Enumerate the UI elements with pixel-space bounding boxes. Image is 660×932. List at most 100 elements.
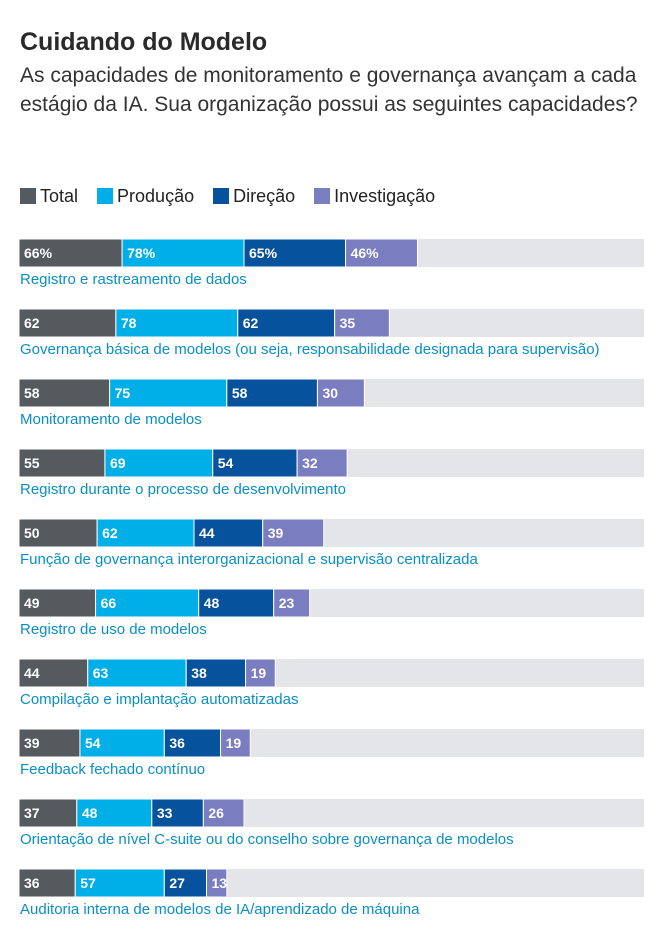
bar-row: 55 69 54 32 Registro durante o processo de d… xyxy=(18,448,644,498)
bar-segment-investigacao xyxy=(206,868,228,898)
bar-segment-total xyxy=(18,868,76,898)
bar-row: 49 66 48 23 Registro de uso de modelos xyxy=(18,588,644,638)
bar-value-label: 36 xyxy=(24,875,40,891)
bar-segment-direcao xyxy=(193,518,264,548)
bar-value-label: 44 xyxy=(24,665,40,681)
bar-row: 50 62 44 39 Função de governança interorgani… xyxy=(18,518,644,568)
legend-swatch-direcao xyxy=(213,188,230,204)
category-label: Compilação e implantação automatizadas xyxy=(20,691,299,708)
bar-segment-total xyxy=(18,518,98,548)
bar-segment-direcao xyxy=(163,728,222,758)
bar-value-label: 63 xyxy=(93,665,109,681)
bar-segment-direcao xyxy=(185,658,247,688)
bar-segment-producao xyxy=(76,798,153,828)
bar-value-label: 62 xyxy=(243,315,259,331)
bar-segment-producao xyxy=(95,588,200,618)
bar-segment-direcao xyxy=(237,308,336,338)
bar-value-label: 58 xyxy=(24,385,40,401)
bar-value-label: 58 xyxy=(232,385,248,401)
bar-value-label: 23 xyxy=(279,595,295,611)
category-label: Governança básica de modelos (ou seja, r… xyxy=(20,341,600,358)
legend: Total Produção Direção Investigação xyxy=(20,184,435,208)
legend-item-direcao: Direção xyxy=(213,186,295,207)
category-label: Orientação de nível C-suite ou do consel… xyxy=(20,831,514,848)
bar-value-label: 69 xyxy=(110,455,126,471)
legend-label-direcao: Direção xyxy=(233,185,296,206)
category-label: Monitoramento de modelos xyxy=(20,411,202,428)
category-label: Feedback fechado contínuo xyxy=(20,761,205,778)
bar-segment-total xyxy=(18,798,78,828)
bar-segment-investigacao xyxy=(296,448,348,478)
bar-segment-direcao xyxy=(163,868,207,898)
bar-value-label: 39 xyxy=(268,525,284,541)
legend-item-producao: Produção xyxy=(97,186,194,207)
bar-value-label: 62 xyxy=(102,525,118,541)
bar-value-label: 48 xyxy=(204,595,220,611)
bar-segment-direcao xyxy=(226,378,318,408)
bar-value-label: 62 xyxy=(24,315,40,331)
bar-value-label: 50 xyxy=(24,525,40,541)
bar-value-label: 38 xyxy=(191,665,207,681)
bar-segment-direcao xyxy=(198,588,275,618)
legend-swatch-total xyxy=(20,188,36,204)
bar-value-label: 57 xyxy=(80,875,96,891)
bar-value-label: 35 xyxy=(340,315,356,331)
bar-value-label: 30 xyxy=(322,385,338,401)
bar-value-label: 66% xyxy=(24,245,53,261)
bar-segment-investigacao xyxy=(345,238,418,268)
bar-value-label: 33 xyxy=(157,805,173,821)
bar-segment-investigacao xyxy=(220,728,251,758)
bar-segment-investigacao xyxy=(273,588,311,618)
bar-value-label: 78% xyxy=(127,245,156,261)
bar-value-label: 78 xyxy=(121,315,137,331)
bar-segment-total xyxy=(18,448,106,478)
bar-value-label: 26 xyxy=(208,805,224,821)
bar-value-label: 13 xyxy=(212,875,228,891)
category-label: Função de governança interorganizacional… xyxy=(20,551,478,568)
chart-title: Cuidando do Modelo xyxy=(20,28,268,56)
bar-value-label: 27 xyxy=(169,875,185,891)
legend-label-investigacao: Investigação xyxy=(334,185,436,206)
bar-segment-investigacao xyxy=(316,378,365,408)
bar-value-label: 44 xyxy=(199,525,215,541)
bar-value-label: 32 xyxy=(302,455,318,471)
bar-segment-investigacao xyxy=(245,658,276,688)
legend-swatch-investigacao xyxy=(314,188,331,204)
bar-value-label: 54 xyxy=(85,735,101,751)
category-label: Registro de uso de modelos xyxy=(20,621,207,638)
bar-value-label: 19 xyxy=(226,735,242,751)
bar-row: 39 54 36 19 Feedback fechado contínuo xyxy=(18,728,644,778)
legend-swatch-producao xyxy=(97,188,114,204)
bar-row: 37 48 33 26 Orientação de nível C-suite ou d… xyxy=(18,798,644,848)
bar-segment-investigacao xyxy=(334,308,390,338)
bar-segment-total xyxy=(18,588,97,618)
bar-value-label: 37 xyxy=(24,805,40,821)
bar-value-label: 66 xyxy=(101,595,117,611)
bar-row: 66% 78% 65% 46% Registro e rastreamento de d… xyxy=(18,238,644,288)
category-label: Registro e rastreamento de dados xyxy=(20,271,247,288)
legend-label-total: Total xyxy=(40,185,79,206)
bar-segment-investigacao xyxy=(202,798,245,828)
bar-segment-total xyxy=(18,378,111,408)
legend-item-total: Total xyxy=(20,186,78,207)
bar-value-label: 65% xyxy=(249,245,278,261)
legend-label-producao: Produção xyxy=(117,185,195,206)
bar-segment-investigacao xyxy=(262,518,325,548)
bar-value-label: 48 xyxy=(82,805,98,821)
bar-value-label: 19 xyxy=(251,665,267,681)
bar-segment-producao xyxy=(104,448,214,478)
bar-row: 58 75 58 30 Monitoramento de modelos xyxy=(18,378,644,428)
bar-segment-total xyxy=(18,238,123,268)
bar-value-label: 75 xyxy=(115,385,131,401)
bar-value-label: 39 xyxy=(24,735,40,751)
category-label: Auditoria interna de modelos de IA/apren… xyxy=(20,901,420,918)
bar-value-label: 55 xyxy=(24,455,40,471)
category-label: Registro durante o processo de desenvolv… xyxy=(20,481,346,498)
bar-segment-direcao xyxy=(212,448,298,478)
bar-value-label: 46% xyxy=(351,245,380,261)
bar-value-label: 54 xyxy=(218,455,234,471)
bar-segment-producao xyxy=(115,308,239,338)
bar-value-label: 49 xyxy=(24,595,40,611)
bar-segment-total xyxy=(18,658,89,688)
